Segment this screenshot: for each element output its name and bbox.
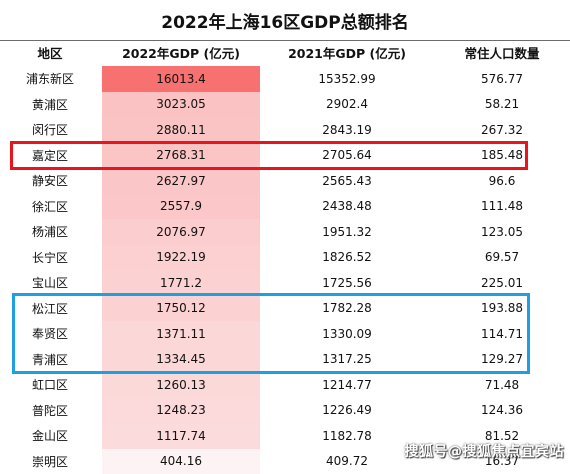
population-cell: 225.01 xyxy=(434,270,570,296)
gdp-2022-cell: 1750.12 xyxy=(102,296,260,322)
population-cell: 69.57 xyxy=(434,245,570,271)
population-cell: 129.27 xyxy=(434,347,570,373)
header-population: 常住人口数量 xyxy=(434,40,570,66)
gdp-2022-cell: 1334.45 xyxy=(102,347,260,373)
gdp-2021-cell: 1826.52 xyxy=(262,245,432,271)
gdp-2021-cell: 1214.77 xyxy=(262,372,432,398)
gdp-2021-cell: 1725.56 xyxy=(262,270,432,296)
district-cell: 嘉定区 xyxy=(0,143,100,169)
population-cell: 58.21 xyxy=(434,92,570,118)
population-cell: 71.48 xyxy=(434,372,570,398)
population-cell: 576.77 xyxy=(434,66,570,92)
gdp-2021-cell: 2843.19 xyxy=(262,117,432,143)
gdp-2022-cell: 1922.19 xyxy=(102,245,260,271)
district-cell: 奉贤区 xyxy=(0,321,100,347)
gdp-2022-cell: 2557.9 xyxy=(102,194,260,220)
gdp-2021-cell: 1317.25 xyxy=(262,347,432,373)
gdp-2021-cell: 1782.28 xyxy=(262,296,432,322)
district-cell: 宝山区 xyxy=(0,270,100,296)
header-gdp-2021: 2021年GDP (亿元) xyxy=(262,40,432,66)
gdp-2022-cell: 1117.74 xyxy=(102,423,260,449)
district-cell: 青浦区 xyxy=(0,347,100,373)
district-cell: 松江区 xyxy=(0,296,100,322)
gdp-2021-cell: 1226.49 xyxy=(262,398,432,424)
district-cell: 静安区 xyxy=(0,168,100,194)
population-cell: 124.36 xyxy=(434,398,570,424)
gdp-2022-cell: 1248.23 xyxy=(102,398,260,424)
gdp-2022-cell: 2768.31 xyxy=(102,143,260,169)
gdp-2021-cell: 15352.99 xyxy=(262,66,432,92)
population-cell: 267.32 xyxy=(434,117,570,143)
district-cell: 金山区 xyxy=(0,423,100,449)
gdp-2022-cell: 1371.11 xyxy=(102,321,260,347)
gdp-2022-cell: 16013.4 xyxy=(102,66,260,92)
district-cell: 普陀区 xyxy=(0,398,100,424)
district-cell: 闵行区 xyxy=(0,117,100,143)
district-cell: 虹口区 xyxy=(0,372,100,398)
district-cell: 徐汇区 xyxy=(0,194,100,220)
gdp-2022-cell: 2076.97 xyxy=(102,219,260,245)
population-cell: 96.6 xyxy=(434,168,570,194)
watermark: 搜狐号@搜狐焦点宜宾站 xyxy=(405,441,565,461)
gdp-2021-cell: 2902.4 xyxy=(262,92,432,118)
district-cell: 崇明区 xyxy=(0,449,100,474)
gdp-2022-cell: 404.16 xyxy=(102,449,260,474)
header-gdp-2022: 2022年GDP (亿元) xyxy=(102,40,260,66)
gdp-2021-cell: 1951.32 xyxy=(262,219,432,245)
table-title: 2022年上海16区GDP总额排名 xyxy=(0,0,570,41)
gdp-2022-cell: 2627.97 xyxy=(102,168,260,194)
gdp-2021-cell: 2705.64 xyxy=(262,143,432,169)
population-cell: 123.05 xyxy=(434,219,570,245)
gdp-2021-cell: 2438.48 xyxy=(262,194,432,220)
population-cell: 111.48 xyxy=(434,194,570,220)
gdp-2022-cell: 3023.05 xyxy=(102,92,260,118)
gdp-2022-cell: 1260.13 xyxy=(102,372,260,398)
district-cell: 黄浦区 xyxy=(0,92,100,118)
gdp-2021-cell: 1330.09 xyxy=(262,321,432,347)
population-cell: 193.88 xyxy=(434,296,570,322)
gdp-2022-cell: 2880.11 xyxy=(102,117,260,143)
gdp-2022-cell: 1771.2 xyxy=(102,270,260,296)
population-cell: 185.48 xyxy=(434,143,570,169)
district-cell: 长宁区 xyxy=(0,245,100,271)
district-cell: 浦东新区 xyxy=(0,66,100,92)
table-header-row: 地区 2022年GDP (亿元) 2021年GDP (亿元) 常住人口数量 xyxy=(0,40,570,66)
gdp-2021-cell: 2565.43 xyxy=(262,168,432,194)
district-cell: 杨浦区 xyxy=(0,219,100,245)
population-cell: 114.71 xyxy=(434,321,570,347)
header-district: 地区 xyxy=(0,40,100,66)
